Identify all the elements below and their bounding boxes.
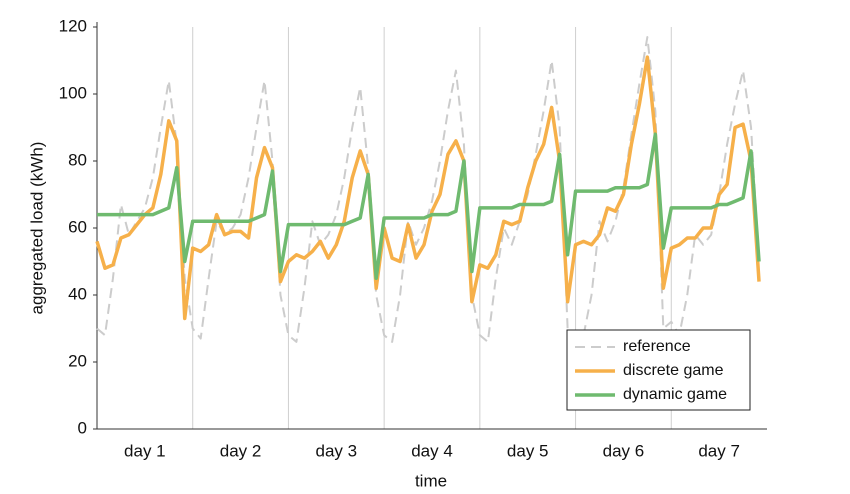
x-tick-label: day 5 (507, 441, 549, 460)
y-tick-label: 100 (59, 83, 87, 102)
y-tick-label: 40 (68, 284, 87, 303)
series-line (95, 55, 761, 321)
legend-label: discrete game (623, 362, 724, 379)
y-tick-label: 80 (68, 150, 87, 169)
y-tick-label: 20 (68, 351, 87, 370)
x-axis-label: time (415, 471, 447, 490)
y-tick-label: 0 (78, 418, 87, 437)
y-tick-label: 120 (59, 16, 87, 35)
x-tick-label: day 4 (411, 441, 453, 460)
y-tick-label: 60 (68, 217, 87, 236)
x-tick-label: day 6 (603, 441, 645, 460)
x-tick-label: day 3 (315, 441, 357, 460)
x-tick-label: day 2 (220, 441, 262, 460)
series-line (97, 132, 761, 280)
x-tick-label: day 1 (124, 441, 166, 460)
legend-label: reference (623, 338, 691, 355)
y-axis-label: aggregated load (kWh) (27, 142, 46, 315)
legend-label: dynamic game (623, 386, 727, 403)
x-tick-label: day 7 (698, 441, 740, 460)
